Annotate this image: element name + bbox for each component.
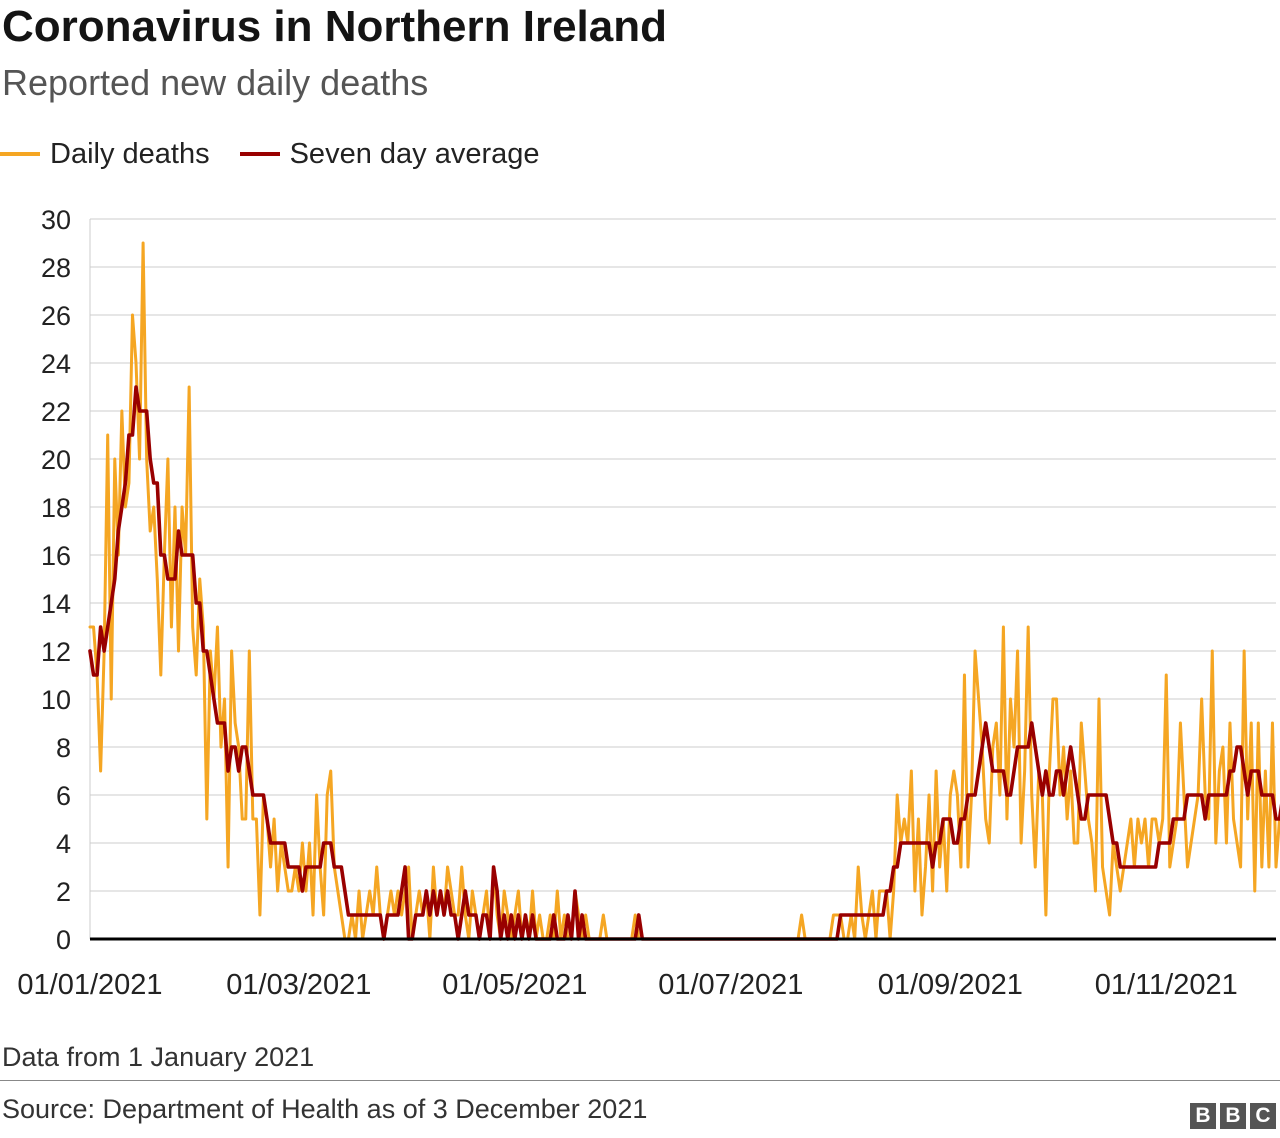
chart-title: Coronavirus in Northern Ireland [2, 2, 667, 51]
y-tick-label: 22 [41, 397, 71, 427]
x-axis-ticks: 01/01/2021 01/03/2021 01/05/2021 01/07/2021… [17, 969, 1237, 1001]
y-tick-label: 12 [41, 637, 71, 667]
legend-label-seven-day-average: Seven day average [289, 137, 540, 170]
legend-swatch-daily-deaths [0, 152, 40, 156]
y-tick-label: 16 [41, 541, 71, 571]
logo-letter: B [1190, 1103, 1216, 1129]
x-tick-label: 01/01/2021 [17, 969, 162, 1001]
y-tick-label: 30 [41, 205, 71, 235]
x-tick-label: 01/11/2021 [1095, 969, 1238, 1001]
logo-letter: C [1250, 1103, 1276, 1129]
y-tick-label: 8 [56, 733, 71, 763]
legend-item-daily-deaths: Daily deaths [0, 138, 210, 171]
data-note: Data from 1 January 2021 [2, 1042, 315, 1072]
bbc-logo: B B C [1190, 1103, 1276, 1129]
y-tick-label: 4 [56, 829, 71, 859]
x-tick-label: 01/03/2021 [226, 969, 371, 1001]
y-tick-label: 6 [56, 781, 71, 811]
chart-subtitle: Reported new daily deaths [2, 62, 429, 103]
y-tick-label: 14 [41, 589, 71, 619]
y-tick-label: 18 [41, 493, 71, 523]
legend-item-seven-day-average: Seven day average [239, 137, 540, 171]
y-tick-label: 0 [56, 925, 71, 955]
y-tick-label: 24 [41, 349, 71, 379]
x-tick-label: 01/09/2021 [878, 969, 1023, 1001]
footer-divider [0, 1080, 1280, 1081]
y-tick-label: 10 [41, 685, 71, 715]
y-tick-label: 26 [41, 301, 71, 331]
y-tick-label: 28 [41, 253, 71, 283]
legend-swatch-seven-day-average [239, 152, 280, 156]
y-tick-label: 20 [41, 445, 71, 475]
legend-label-daily-deaths: Daily deaths [50, 137, 210, 170]
series-lines [88, 241, 1280, 941]
logo-letter: B [1220, 1103, 1246, 1129]
x-tick-label: 01/05/2021 [442, 969, 587, 1001]
source-note: Source: Department of Health as of 3 Dec… [2, 1094, 648, 1124]
y-tick-label: 2 [56, 877, 71, 907]
legend: Daily deaths Seven day average [0, 136, 570, 172]
x-tick-label: 01/07/2021 [658, 969, 803, 1001]
